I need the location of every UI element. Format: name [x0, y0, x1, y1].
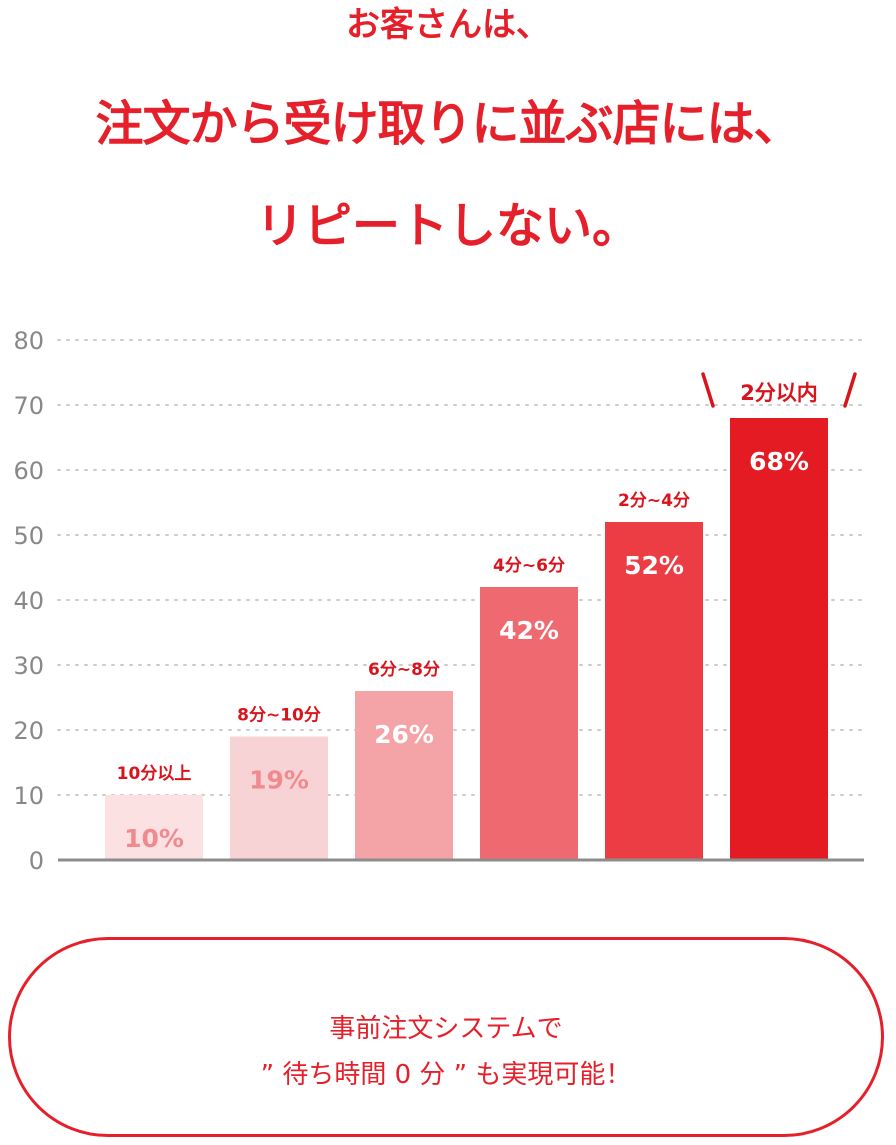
- bar-value-label: 42%: [499, 616, 559, 645]
- y-tick-label: 20: [13, 717, 44, 745]
- y-tick-label: 30: [13, 652, 44, 680]
- y-tick-label: 50: [13, 522, 44, 550]
- bar: [605, 522, 703, 860]
- bar-value-label: 68%: [749, 447, 809, 476]
- headline-line-3: リピートしない。: [255, 198, 640, 254]
- bar: [230, 736, 328, 860]
- y-tick-label: 0: [29, 847, 44, 875]
- y-tick-label: 60: [13, 457, 44, 485]
- wait-time-bar-chart: 0 10 20 30 40 50 60 70 80 10% 10分以上 19% 8分~10分 26% 6分~…: [13, 327, 865, 875]
- bar: [105, 795, 203, 860]
- bar: [480, 587, 578, 860]
- y-tick-label: 40: [13, 587, 44, 615]
- category-label: 8分~10分: [237, 706, 321, 726]
- y-tick-label: 70: [13, 392, 44, 420]
- highlight-slash-right: [843, 372, 857, 408]
- category-label-highlight: 2分以内: [740, 381, 818, 405]
- headline-line-1: お客さんは、: [346, 5, 550, 45]
- category-label: 10分以上: [117, 764, 192, 784]
- callout-line-2: ” 待ち時間 0 分 ” も実現可能！: [260, 1060, 632, 1090]
- callout-box: 事前注文システムで ” 待ち時間 0 分 ” も実現可能！: [8, 937, 884, 1137]
- bar: [730, 418, 828, 860]
- headline-line-2: 注文から受け取りに並ぶ店には、: [95, 96, 801, 152]
- category-label: 4分~6分: [493, 556, 565, 576]
- y-tick-label: 10: [13, 782, 44, 810]
- bar-value-label: 26%: [374, 720, 434, 749]
- bar-value-label: 19%: [249, 766, 309, 795]
- category-label: 2分~4分: [618, 491, 690, 511]
- highlight-slash-left: [701, 372, 715, 408]
- bar-value-label: 10%: [124, 824, 184, 853]
- callout-line-1: 事前注文システムで: [329, 1014, 563, 1044]
- bar: [355, 691, 453, 860]
- bar-value-label: 52%: [624, 551, 684, 580]
- y-tick-label: 80: [13, 327, 44, 355]
- category-label: 6分~8分: [368, 660, 440, 680]
